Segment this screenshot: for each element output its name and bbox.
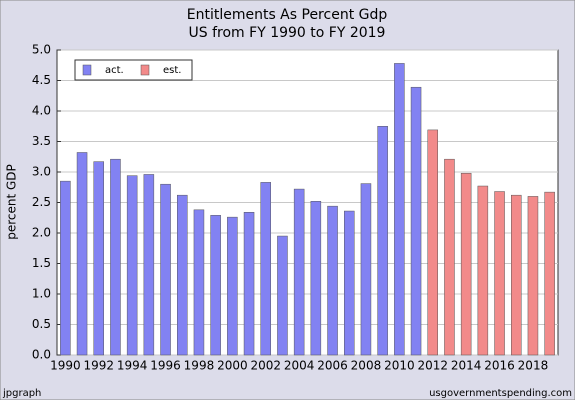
- x-tick-label: 1992: [83, 359, 114, 373]
- bar: [377, 126, 388, 356]
- x-tick-label: 1994: [117, 359, 148, 373]
- bar: [110, 158, 121, 356]
- y-tick-label: 2.5: [32, 195, 51, 209]
- bar: [143, 174, 155, 356]
- x-tick-label: 2010: [384, 359, 415, 373]
- legend-swatch: [82, 64, 92, 76]
- y-tick-label: 1.0: [32, 287, 51, 301]
- bar: [76, 152, 88, 356]
- x-tick-label: 2004: [284, 359, 315, 373]
- y-tick-label: 3.5: [32, 134, 51, 148]
- bar: [527, 196, 539, 356]
- bar: [444, 158, 455, 356]
- bar: [327, 205, 338, 356]
- bar: [293, 188, 305, 356]
- footer-left: jpgraph: [2, 388, 41, 399]
- bar: [427, 129, 438, 356]
- footer-right: usgovernmentspending.com: [429, 388, 572, 399]
- y-axis-label: percent GDP: [5, 164, 19, 240]
- y-tick-label: 0.5: [32, 317, 51, 331]
- x-tick-label: 2008: [351, 359, 382, 373]
- y-tick-label: 4.0: [32, 104, 51, 118]
- legend-swatch: [140, 64, 150, 76]
- y-tick-label: 3.0: [32, 165, 51, 179]
- bar: [394, 63, 405, 356]
- legend-label: est.: [163, 65, 181, 76]
- y-tick-label: 1.5: [32, 256, 51, 270]
- bar: [60, 180, 71, 356]
- bar: [160, 183, 171, 356]
- bar: [544, 191, 555, 356]
- bar: [477, 185, 489, 356]
- bar: [177, 194, 188, 356]
- bar: [210, 215, 221, 356]
- y-tick-label: 0.0: [32, 348, 51, 362]
- x-tick-label: 2014: [451, 359, 482, 373]
- bar: [260, 182, 271, 356]
- x-tick-label: 1996: [150, 359, 181, 373]
- bar: [93, 161, 104, 356]
- y-tick-label: 2.0: [32, 226, 51, 240]
- bar: [227, 216, 238, 356]
- x-tick-label: 2000: [217, 359, 248, 373]
- bar: [310, 201, 322, 356]
- bar: [410, 86, 422, 356]
- bar: [511, 194, 522, 356]
- bar: [243, 212, 255, 356]
- x-tick-label: 2012: [417, 359, 448, 373]
- bar: [344, 210, 355, 356]
- x-tick-label: 1998: [184, 359, 215, 373]
- x-tick-label: 2018: [518, 359, 549, 373]
- bar: [126, 175, 138, 356]
- y-tick-label: 5.0: [32, 43, 51, 57]
- x-tick-label: 2002: [250, 359, 281, 373]
- y-tick-label: 4.5: [32, 73, 51, 87]
- legend-label: act.: [105, 65, 124, 76]
- x-tick-label: 2006: [317, 359, 348, 373]
- bar: [277, 235, 288, 356]
- x-tick-label: 2016: [484, 359, 515, 373]
- chart-subtitle: US from FY 1990 to FY 2019: [189, 25, 386, 41]
- bar: [360, 183, 372, 356]
- legend-box: [74, 59, 193, 81]
- x-tick-label: 1990: [50, 359, 81, 373]
- chart-title: Entitlements As Percent Gdp: [187, 7, 388, 23]
- bar: [494, 191, 505, 356]
- bar: [193, 209, 205, 356]
- bar: [460, 172, 472, 356]
